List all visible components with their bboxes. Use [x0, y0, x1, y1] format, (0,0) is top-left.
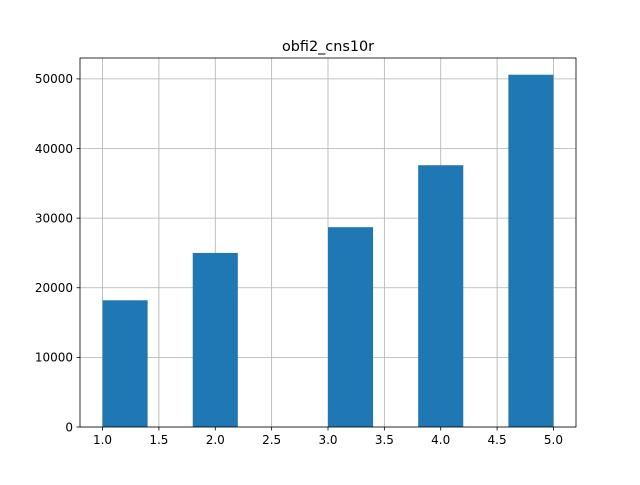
x-tick-label: 5.0	[544, 433, 563, 447]
histogram-bar	[102, 300, 148, 427]
x-tick-label: 4.0	[431, 433, 450, 447]
y-tick-label: 0	[65, 420, 73, 434]
chart-title: obfi2_cns10r	[282, 39, 374, 55]
y-tick-label: 30000	[35, 211, 73, 225]
axis-ticks: 1.0 1.5 2.0 2.5 3.0 3.5 4.0 4.5 5.0 0 10000 20000 30…	[35, 72, 563, 447]
x-tick-label: 3.5	[375, 433, 394, 447]
histogram-bar	[192, 252, 238, 427]
y-tick-label: 40000	[35, 142, 73, 156]
x-tick-label: 4.5	[488, 433, 507, 447]
y-tick-label: 20000	[35, 281, 73, 295]
x-tick-label: 2.5	[262, 433, 281, 447]
x-tick-label: 3.0	[318, 433, 337, 447]
y-tick-label: 10000	[35, 351, 73, 365]
x-tick-label: 2.0	[206, 433, 225, 447]
x-tick-label: 1.5	[149, 433, 168, 447]
histogram-bar	[508, 74, 554, 427]
bars	[102, 74, 554, 427]
x-tick-label: 1.0	[93, 433, 112, 447]
y-tick-label: 50000	[35, 72, 73, 86]
histogram-bar	[418, 165, 464, 427]
histogram-bar	[328, 227, 374, 427]
